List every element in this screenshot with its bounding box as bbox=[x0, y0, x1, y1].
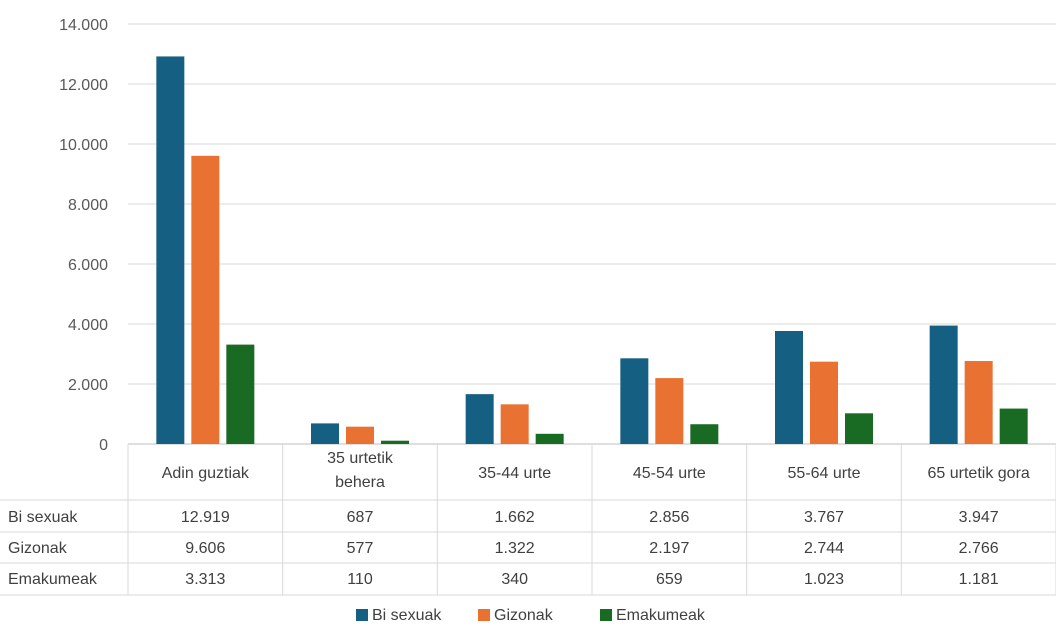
category-label: Adin guztiak bbox=[162, 465, 250, 482]
legend-label: Gizonak bbox=[494, 607, 554, 624]
table-cell: 3.313 bbox=[185, 571, 225, 588]
bar-emakumeak bbox=[845, 413, 873, 444]
bar-emakumeak bbox=[381, 440, 409, 444]
table-cell: 1.181 bbox=[959, 571, 999, 588]
table-cell: 659 bbox=[656, 571, 683, 588]
legend-swatch bbox=[600, 609, 612, 621]
category-label: 65 urtetik gora bbox=[928, 465, 1030, 482]
table-cell: 2.856 bbox=[649, 509, 689, 526]
bar-bi-sexuak bbox=[775, 330, 803, 444]
table-cell: 340 bbox=[501, 571, 528, 588]
bar-gizonak bbox=[191, 155, 220, 444]
table-cell: 2.197 bbox=[649, 540, 689, 557]
category-label: 35-44 urte bbox=[478, 465, 551, 482]
legend-swatch bbox=[356, 609, 368, 621]
y-tick-label: 8.000 bbox=[68, 197, 108, 214]
table-cell: 3.947 bbox=[959, 509, 999, 526]
bar-bi-sexuak bbox=[929, 325, 958, 444]
category-label: behera bbox=[335, 474, 385, 491]
y-tick-label: 4.000 bbox=[68, 317, 108, 334]
bar-gizonak bbox=[346, 426, 374, 444]
bars bbox=[156, 56, 1028, 445]
category-label: 55-64 urte bbox=[788, 465, 861, 482]
table-cell: 3.767 bbox=[804, 509, 844, 526]
y-tick-label: 0 bbox=[99, 437, 108, 454]
table-row-label: Emakumeak bbox=[8, 571, 98, 588]
table-cell: 110 bbox=[347, 571, 373, 588]
y-tick-label: 6.000 bbox=[68, 257, 108, 274]
bar-gizonak bbox=[500, 404, 529, 444]
bar-bi-sexuak bbox=[620, 358, 649, 444]
category-label: 45-54 urte bbox=[633, 465, 706, 482]
table-cell: 1.662 bbox=[495, 509, 535, 526]
table-cell: 577 bbox=[347, 540, 374, 557]
table-cell: 12.919 bbox=[181, 509, 230, 526]
y-tick-label: 10.000 bbox=[59, 137, 108, 154]
data-table: Adin guztiak 35 urtetik behera 35-44 urte 45… bbox=[0, 444, 1056, 596]
bar-gizonak bbox=[964, 361, 993, 444]
legend: Bi sexuak Gizonak Emakumeak bbox=[356, 607, 706, 624]
table-cell: 9.606 bbox=[185, 540, 225, 557]
table-cell: 1.023 bbox=[804, 571, 844, 588]
table-row-label: Bi sexuak bbox=[8, 509, 78, 526]
legend-label: Emakumeak bbox=[616, 607, 706, 624]
table-cell: 1.322 bbox=[495, 540, 535, 557]
bar-emakumeak bbox=[999, 408, 1028, 444]
legend-swatch bbox=[478, 609, 490, 621]
table-cell: 687 bbox=[347, 509, 374, 526]
bar-gizonak bbox=[810, 361, 838, 444]
table-cell: 2.744 bbox=[804, 540, 844, 557]
bar-bi-sexuak bbox=[156, 56, 185, 445]
legend-label: Bi sexuak bbox=[372, 607, 442, 624]
y-tick-label: 2.000 bbox=[68, 377, 108, 394]
gridlines bbox=[128, 23, 1056, 445]
table-row-label: Gizonak bbox=[8, 540, 68, 557]
bar-bi-sexuak bbox=[465, 394, 494, 444]
y-tick-label: 14.000 bbox=[59, 17, 108, 34]
category-label: 35 urtetik bbox=[327, 450, 394, 467]
table-cell: 2.766 bbox=[959, 540, 999, 557]
bar-bi-sexuak bbox=[311, 423, 339, 444]
y-axis: 0 2.000 4.000 6.000 8.000 10.000 12.000 14.000 bbox=[59, 17, 108, 454]
bar-emakumeak bbox=[535, 433, 564, 444]
bar-gizonak bbox=[655, 378, 684, 444]
y-tick-label: 12.000 bbox=[59, 77, 108, 94]
bar-emakumeak bbox=[226, 344, 255, 444]
bar-emakumeak bbox=[690, 424, 719, 444]
